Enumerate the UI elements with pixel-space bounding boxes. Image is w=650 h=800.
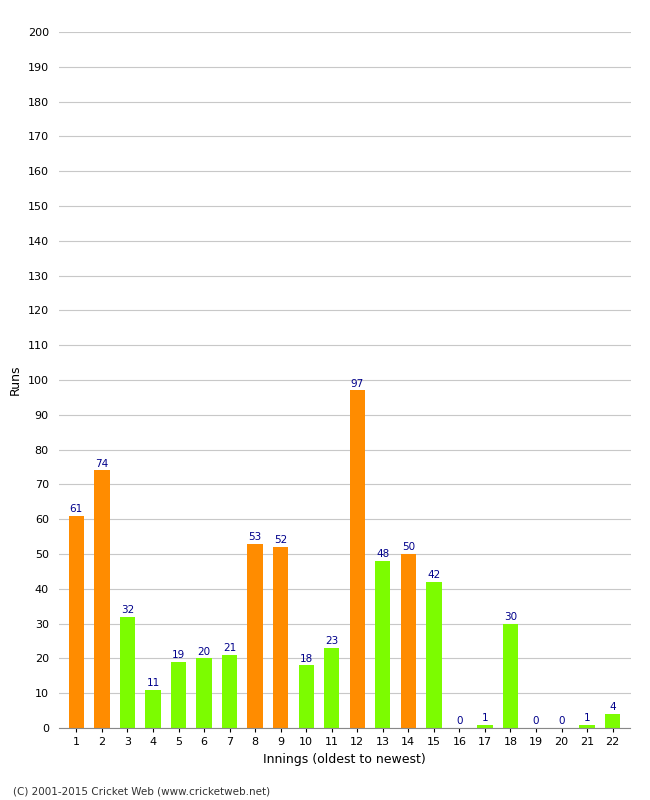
Text: 32: 32 <box>121 605 134 615</box>
Text: 61: 61 <box>70 504 83 514</box>
Text: 1: 1 <box>482 713 488 722</box>
Text: 1: 1 <box>584 713 590 722</box>
Bar <box>477 725 493 728</box>
Y-axis label: Runs: Runs <box>9 365 22 395</box>
Bar <box>324 648 339 728</box>
Text: 4: 4 <box>609 702 616 712</box>
Bar <box>579 725 595 728</box>
Text: 21: 21 <box>223 643 236 653</box>
Text: 20: 20 <box>198 646 211 657</box>
Text: 53: 53 <box>248 532 262 542</box>
Bar <box>605 714 620 728</box>
Text: 19: 19 <box>172 650 185 660</box>
X-axis label: Innings (oldest to newest): Innings (oldest to newest) <box>263 753 426 766</box>
Text: 30: 30 <box>504 612 517 622</box>
Bar <box>273 547 289 728</box>
Text: 97: 97 <box>350 378 364 389</box>
Text: (C) 2001-2015 Cricket Web (www.cricketweb.net): (C) 2001-2015 Cricket Web (www.cricketwe… <box>13 786 270 796</box>
Text: 18: 18 <box>300 654 313 664</box>
Bar <box>426 582 441 728</box>
Bar <box>248 543 263 728</box>
Text: 11: 11 <box>146 678 160 688</box>
Bar <box>222 655 237 728</box>
Bar <box>171 662 186 728</box>
Text: 74: 74 <box>96 458 109 469</box>
Bar <box>69 516 84 728</box>
Text: 23: 23 <box>325 636 339 646</box>
Bar <box>400 554 416 728</box>
Bar <box>298 666 314 728</box>
Text: 42: 42 <box>427 570 441 580</box>
Text: 0: 0 <box>533 716 540 726</box>
Bar <box>120 617 135 728</box>
Bar <box>196 658 212 728</box>
Bar <box>350 390 365 728</box>
Text: 50: 50 <box>402 542 415 552</box>
Bar <box>94 470 110 728</box>
Bar <box>503 624 518 728</box>
Text: 0: 0 <box>456 716 463 726</box>
Bar <box>146 690 161 728</box>
Text: 48: 48 <box>376 550 389 559</box>
Text: 52: 52 <box>274 535 287 546</box>
Text: 0: 0 <box>558 716 565 726</box>
Bar <box>375 561 391 728</box>
